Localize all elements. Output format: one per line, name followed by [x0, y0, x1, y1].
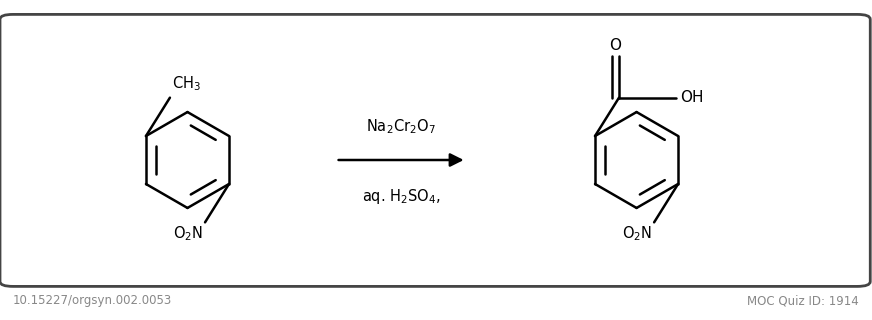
- Text: aq. H$_2$SO$_4$,: aq. H$_2$SO$_4$,: [362, 187, 440, 206]
- Text: 10.15227/orgsyn.002.0053: 10.15227/orgsyn.002.0053: [13, 294, 173, 307]
- Text: Na$_2$Cr$_2$O$_7$: Na$_2$Cr$_2$O$_7$: [366, 117, 436, 136]
- Text: CH$_3$: CH$_3$: [173, 74, 201, 93]
- Text: OH: OH: [680, 90, 704, 105]
- Text: O$_2$N: O$_2$N: [622, 225, 651, 244]
- Text: O: O: [610, 38, 622, 53]
- Text: MOC Quiz ID: 1914: MOC Quiz ID: 1914: [747, 294, 859, 307]
- Text: O$_2$N: O$_2$N: [173, 225, 202, 244]
- FancyBboxPatch shape: [0, 14, 870, 286]
